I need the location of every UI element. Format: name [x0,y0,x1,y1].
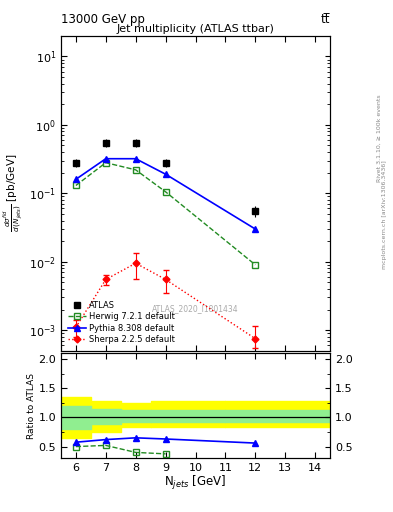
Text: ATLAS_2020_I1801434: ATLAS_2020_I1801434 [152,304,239,313]
Legend: ATLAS, Herwig 7.2.1 default, Pythia 8.308 default, Sherpa 2.2.5 default: ATLAS, Herwig 7.2.1 default, Pythia 8.30… [65,298,178,347]
Y-axis label: Ratio to ATLAS: Ratio to ATLAS [26,373,35,439]
X-axis label: N$_{jets}$ [GeV]: N$_{jets}$ [GeV] [164,475,227,493]
Text: mcplots.cern.ch [arXiv:1306.3436]: mcplots.cern.ch [arXiv:1306.3436] [382,161,387,269]
Text: tt̅: tt̅ [321,13,330,26]
Y-axis label: $\frac{d\sigma^{fid}}{d\,(N_{jets})}$ [pb/GeV]: $\frac{d\sigma^{fid}}{d\,(N_{jets})}$ [p… [3,154,25,232]
Title: Jet multiplicity (ATLAS ttbar): Jet multiplicity (ATLAS ttbar) [117,24,274,34]
Text: 13000 GeV pp: 13000 GeV pp [61,13,145,26]
Text: Rivet 3.1.10, ≥ 100k events: Rivet 3.1.10, ≥ 100k events [377,94,382,182]
